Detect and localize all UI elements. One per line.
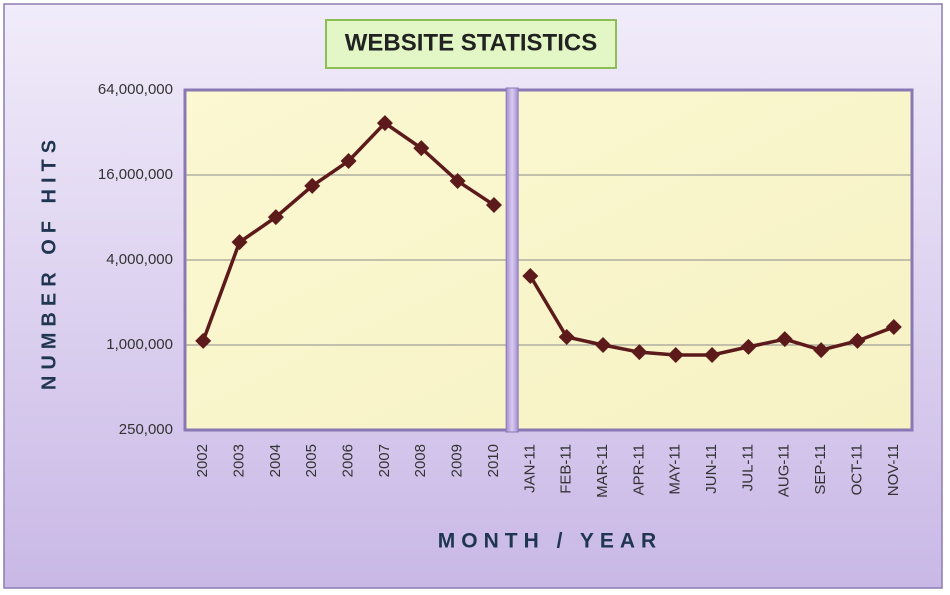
- data-point: [704, 346, 721, 363]
- data-point: [304, 177, 321, 194]
- data-point: [340, 153, 357, 170]
- data-point: [522, 268, 539, 285]
- data-point: [631, 344, 648, 361]
- data-point: [267, 209, 284, 226]
- y-tick-label: 16,000,000: [98, 166, 173, 183]
- y-tick-label: 250,000: [119, 421, 173, 438]
- data-point: [667, 346, 684, 363]
- x-tick-label: FEB-11: [558, 444, 575, 494]
- x-tick-label: JAN-11: [521, 444, 538, 493]
- chart-title: WEBSITE STATISTICS: [345, 29, 597, 56]
- data-point: [376, 115, 393, 132]
- data-point: [595, 337, 612, 353]
- data-point: [849, 332, 866, 349]
- y-axis-label: NUMBER OF HITS: [38, 134, 60, 390]
- series-separator: [505, 87, 519, 433]
- x-tick-label: MAY-11: [667, 444, 684, 495]
- data-point: [449, 173, 466, 190]
- x-tick-label: SEP-11: [812, 444, 829, 495]
- x-tick-label: 2004: [267, 444, 284, 477]
- data-point: [885, 319, 902, 336]
- y-tick-label: 1,000,000: [106, 336, 173, 353]
- data-point: [740, 338, 757, 355]
- x-tick-label: 2008: [412, 444, 429, 477]
- data-point: [413, 140, 430, 157]
- x-tick-label: 2010: [485, 444, 502, 477]
- x-tick-label: 2002: [194, 444, 211, 477]
- x-axis-label: MONTH / YEAR: [438, 530, 662, 553]
- x-tick-label: 2006: [340, 444, 357, 477]
- x-tick-label: AUG-11: [776, 444, 793, 497]
- x-tick-label: 2009: [449, 444, 466, 477]
- x-tick-label: 2003: [230, 444, 247, 477]
- x-tick-label: APR-11: [630, 444, 647, 495]
- x-tick-label: 2005: [303, 444, 320, 477]
- x-tick-label: JUN-11: [703, 444, 720, 494]
- x-tick-label: MAR-11: [594, 444, 611, 498]
- data-point: [813, 342, 830, 359]
- y-tick-label: 4,000,000: [106, 251, 173, 268]
- data-point: [231, 234, 248, 251]
- data-point: [776, 331, 793, 348]
- x-tick-label: 2007: [376, 444, 393, 477]
- data-point: [558, 328, 575, 345]
- data-point: [195, 332, 212, 349]
- data-point: [485, 197, 502, 214]
- title-box: [325, 19, 617, 69]
- x-tick-label: OCT-11: [848, 444, 865, 495]
- x-tick-label: NOV-11: [885, 444, 902, 496]
- x-tick-label: JUL-11: [739, 444, 756, 491]
- y-tick-label: 64,000,000: [98, 81, 173, 98]
